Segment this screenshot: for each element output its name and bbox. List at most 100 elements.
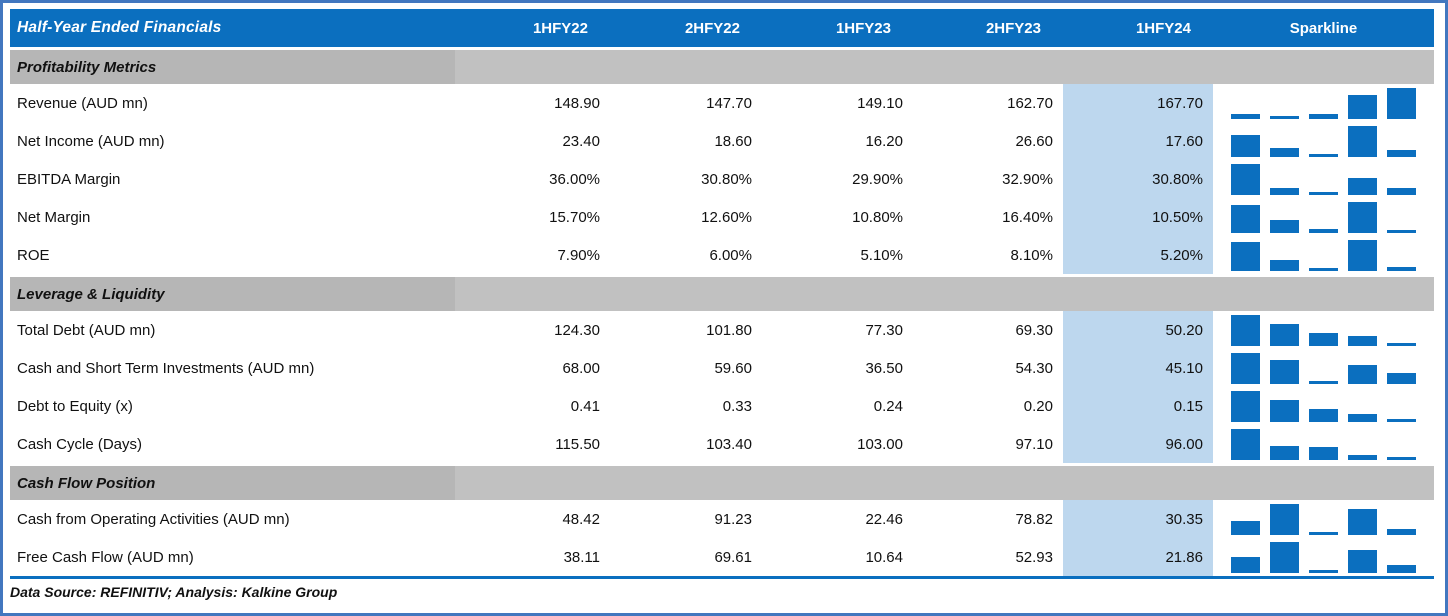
metric-value: 68.00 [562, 359, 600, 377]
metric-value: 8.10% [1010, 246, 1053, 264]
section-row: Profitability Metrics [10, 50, 1434, 84]
footer-note: Data Source: REFINITIV; Analysis: Kalkin… [10, 584, 338, 600]
sparkline-bar [1231, 557, 1260, 573]
column-header-1hfy24: 1HFY24 [1135, 19, 1191, 37]
sparkline-bar [1309, 570, 1338, 573]
metric-value: 77.30 [865, 321, 903, 339]
sparkline-cell [1213, 387, 1434, 425]
metric-value: 97.10 [1015, 435, 1053, 453]
table-body: Profitability Metrics Revenue (AUD mn) 1… [10, 50, 1434, 576]
sparkline-bar [1309, 154, 1338, 157]
metric-value: 7.90% [557, 246, 600, 264]
sparkline-bar [1231, 205, 1260, 233]
sparkline-bar [1387, 419, 1416, 422]
metric-value-current: 45.10 [1063, 349, 1213, 387]
sparkline-bar [1348, 202, 1377, 233]
sparkline-bar [1270, 220, 1299, 233]
metric-value: 16.40% [1002, 208, 1053, 226]
column-header-2hfy23: 2HFY23 [985, 19, 1041, 37]
sparkline-bar [1270, 148, 1299, 157]
metric-label: Cash Cycle (Days) [17, 435, 143, 453]
section-row: Leverage & Liquidity [10, 277, 1434, 311]
metric-value: 36.00% [549, 170, 600, 188]
sparkline-cell [1213, 500, 1434, 538]
metric-label: ROE [17, 246, 50, 264]
metric-value-current: 10.50% [1063, 198, 1213, 236]
section-row: Cash Flow Position [10, 466, 1434, 500]
metric-value-current: 0.15 [1063, 387, 1213, 425]
metric-value: 103.00 [857, 435, 903, 453]
metric-value: 124.30 [554, 321, 600, 339]
section-row-fill [455, 277, 1434, 311]
section-label: Profitability Metrics [10, 50, 455, 84]
metric-value: 5.10% [860, 246, 903, 264]
metric-value: 22.46 [865, 510, 903, 528]
sparkline-cell [1213, 425, 1434, 463]
metric-value: 18.60 [714, 132, 752, 150]
sparkline-bar [1309, 114, 1338, 119]
sparkline-bar [1231, 353, 1260, 384]
sparkline-bar [1348, 336, 1377, 346]
metric-label: Cash and Short Term Investments (AUD mn) [17, 359, 315, 377]
sparkline-bar [1348, 365, 1377, 384]
metric-value-current: 30.35 [1063, 500, 1213, 538]
metric-value: 16.20 [865, 132, 903, 150]
sparkline-bar [1348, 550, 1377, 573]
metric-value: 36.50 [865, 359, 903, 377]
metric-row: Net Margin 15.70% 12.60% 10.80% 16.40% 1… [10, 198, 1434, 236]
metric-value: 101.80 [706, 321, 752, 339]
metric-value-current: 96.00 [1063, 425, 1213, 463]
metric-row: Revenue (AUD mn) 148.90 147.70 149.10 16… [10, 84, 1434, 122]
section-label: Cash Flow Position [10, 466, 455, 500]
sparkline-bar [1387, 373, 1416, 384]
sparkline-bar [1309, 532, 1338, 535]
sparkline-cell [1213, 538, 1434, 576]
bottom-divider-line [10, 576, 1434, 579]
metric-value: 103.40 [706, 435, 752, 453]
metric-row: Cash and Short Term Investments (AUD mn)… [10, 349, 1434, 387]
sparkline-bar [1309, 333, 1338, 346]
metric-value: 32.90% [1002, 170, 1053, 188]
metric-row: Cash Cycle (Days) 115.50 103.40 103.00 9… [10, 425, 1434, 463]
metric-label: Net Income (AUD mn) [17, 132, 165, 150]
metric-row: EBITDA Margin 36.00% 30.80% 29.90% 32.90… [10, 160, 1434, 198]
section-label: Leverage & Liquidity [10, 277, 455, 311]
metric-label: Cash from Operating Activities (AUD mn) [17, 510, 290, 528]
metric-value: 38.11 [563, 548, 600, 566]
metric-value: 15.70% [549, 208, 600, 226]
sparkline-bar [1231, 429, 1260, 460]
metric-label: EBITDA Margin [17, 170, 121, 188]
sparkline-bar [1270, 360, 1299, 384]
metric-value-current: 30.80% [1063, 160, 1213, 198]
metric-value-current: 17.60 [1063, 122, 1213, 160]
sparkline-bar [1387, 343, 1416, 346]
sparkline-bar [1348, 509, 1377, 535]
metric-value-current: 50.20 [1063, 311, 1213, 349]
sparkline-cell [1213, 198, 1434, 236]
sparkline-cell [1213, 236, 1434, 274]
metric-value: 162.70 [1007, 94, 1053, 112]
metric-value: 69.30 [1015, 321, 1053, 339]
metric-label: Revenue (AUD mn) [17, 94, 148, 112]
metric-value-current: 167.70 [1063, 84, 1213, 122]
sparkline-bar [1231, 315, 1260, 346]
table-title: Half-Year Ended Financials [17, 19, 222, 36]
metric-row: Free Cash Flow (AUD mn) 38.11 69.61 10.6… [10, 538, 1434, 576]
metric-label: Debt to Equity (x) [17, 397, 133, 415]
sparkline-bar [1348, 414, 1377, 422]
sparkline-bar [1231, 114, 1260, 119]
sparkline-bar [1231, 135, 1260, 157]
column-header-2hfy22: 2HFY22 [684, 19, 740, 37]
metric-value: 78.82 [1015, 510, 1053, 528]
sparkline-bar [1270, 324, 1299, 346]
metric-row: Debt to Equity (x) 0.41 0.33 0.24 0.20 0… [10, 387, 1434, 425]
sparkline-bar [1309, 381, 1338, 384]
sparkline-bar [1270, 400, 1299, 422]
column-header-1hfy23: 1HFY23 [835, 19, 891, 37]
metric-value: 0.24 [873, 397, 903, 415]
metric-label: Net Margin [17, 208, 91, 226]
sparkline-bar [1231, 164, 1260, 195]
sparkline-cell [1213, 122, 1434, 160]
sparkline-bar [1348, 95, 1377, 119]
